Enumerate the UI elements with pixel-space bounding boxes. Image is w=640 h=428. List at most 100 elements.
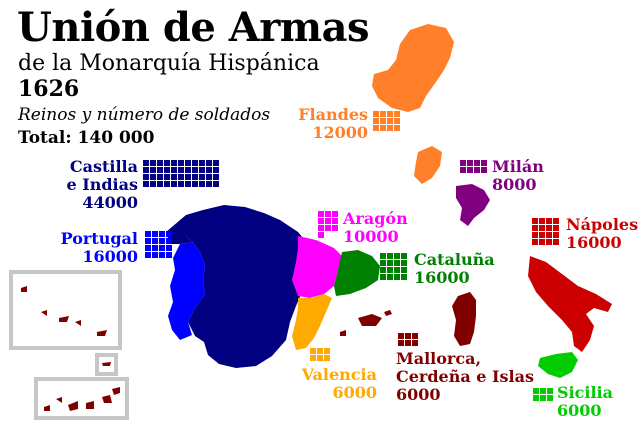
soldier-square	[213, 167, 219, 173]
soldier-square	[143, 174, 149, 180]
canarias-islands	[44, 387, 120, 411]
cataluna-soldier-squares	[380, 253, 407, 280]
soldier-square	[150, 167, 156, 173]
madeira-island	[102, 362, 111, 366]
soldier-square	[373, 118, 379, 124]
soldier-square	[310, 348, 316, 354]
total-soldiers: Total: 140 000	[18, 128, 155, 148]
soldier-square	[152, 231, 158, 237]
flandes-region	[372, 24, 454, 112]
soldier-square	[532, 225, 538, 231]
soldier-square	[325, 225, 331, 231]
castilla-region	[186, 205, 308, 368]
valencia-soldiers: 6000	[332, 383, 377, 402]
soldier-square	[539, 225, 545, 231]
soldier-square	[213, 160, 219, 166]
soldier-square	[150, 160, 156, 166]
soldier-square	[546, 239, 552, 245]
soldier-square	[199, 174, 205, 180]
soldier-square	[317, 348, 323, 354]
soldier-square	[533, 388, 539, 394]
flandes-label: Flandes 12000	[298, 106, 368, 142]
soldier-square	[380, 125, 386, 131]
soldier-square	[380, 260, 386, 266]
castilla-name-line2: e Indias	[66, 175, 138, 194]
map-caption: Reinos y número de soldados	[18, 105, 271, 125]
soldier-square	[405, 340, 411, 346]
soldier-square	[380, 111, 386, 117]
soldier-square	[553, 232, 559, 238]
soldier-square	[332, 218, 338, 224]
soldier-square	[539, 239, 545, 245]
soldier-square	[460, 160, 466, 166]
castilla-name-line1: Castilla	[69, 157, 138, 176]
soldier-square	[387, 253, 393, 259]
soldier-square	[540, 395, 546, 401]
northwest-coast	[166, 215, 193, 244]
soldier-square	[157, 160, 163, 166]
inset-azores-box	[9, 270, 122, 350]
soldier-square	[401, 260, 407, 266]
napoles-soldiers: 16000	[566, 233, 622, 252]
soldier-square	[159, 238, 165, 244]
mallorca-soldiers: 6000	[396, 385, 441, 404]
cataluna-label: Cataluña 16000	[414, 251, 495, 287]
soldier-square	[166, 238, 172, 244]
soldier-square	[324, 355, 330, 361]
soldier-square	[171, 174, 177, 180]
soldier-square	[143, 160, 149, 166]
soldier-square	[412, 340, 418, 346]
soldier-square	[192, 181, 198, 187]
soldier-square	[145, 245, 151, 251]
soldier-square	[166, 245, 172, 251]
sicilia-soldiers: 6000	[557, 401, 602, 420]
portugal-region	[168, 242, 205, 340]
soldier-square	[394, 260, 400, 266]
soldier-square	[152, 245, 158, 251]
soldier-square	[332, 211, 338, 217]
portugal-name: Portugal	[60, 229, 138, 248]
portugal-soldier-squares	[145, 231, 172, 258]
soldier-square	[387, 274, 393, 280]
mallorca-name-line1: Mallorca,	[396, 349, 482, 368]
soldier-square	[192, 174, 198, 180]
soldier-square	[387, 267, 393, 273]
soldier-square	[150, 181, 156, 187]
soldier-square	[145, 238, 151, 244]
valencia-region	[292, 294, 332, 350]
soldier-square	[159, 252, 165, 258]
soldier-square	[157, 174, 163, 180]
sicilia-name: Sicilia	[557, 383, 613, 402]
soldier-square	[474, 167, 480, 173]
soldier-square	[394, 267, 400, 273]
franco-condado-region	[414, 146, 442, 184]
napoles-soldier-squares	[532, 218, 559, 245]
soldier-square	[206, 160, 212, 166]
napoles-label: Nápoles 16000	[566, 216, 638, 252]
soldier-square	[332, 225, 338, 231]
soldier-square	[164, 167, 170, 173]
soldier-square	[539, 232, 545, 238]
soldier-square	[178, 167, 184, 173]
soldier-square	[166, 231, 172, 237]
soldier-square	[213, 174, 219, 180]
soldier-square	[178, 174, 184, 180]
soldier-square	[387, 111, 393, 117]
soldier-square	[159, 231, 165, 237]
soldier-square	[412, 333, 418, 339]
soldier-square	[178, 181, 184, 187]
soldier-square	[401, 253, 407, 259]
soldier-square	[325, 218, 331, 224]
valencia-name: Valencia	[301, 365, 377, 384]
soldier-square	[213, 181, 219, 187]
soldier-square	[547, 388, 553, 394]
soldier-square	[185, 160, 191, 166]
soldier-square	[171, 181, 177, 187]
soldier-square	[185, 167, 191, 173]
soldier-square	[143, 167, 149, 173]
portugal-label: Portugal 16000	[61, 230, 138, 266]
soldier-square	[380, 267, 386, 273]
cataluna-name: Cataluña	[414, 250, 495, 269]
soldier-square	[206, 181, 212, 187]
